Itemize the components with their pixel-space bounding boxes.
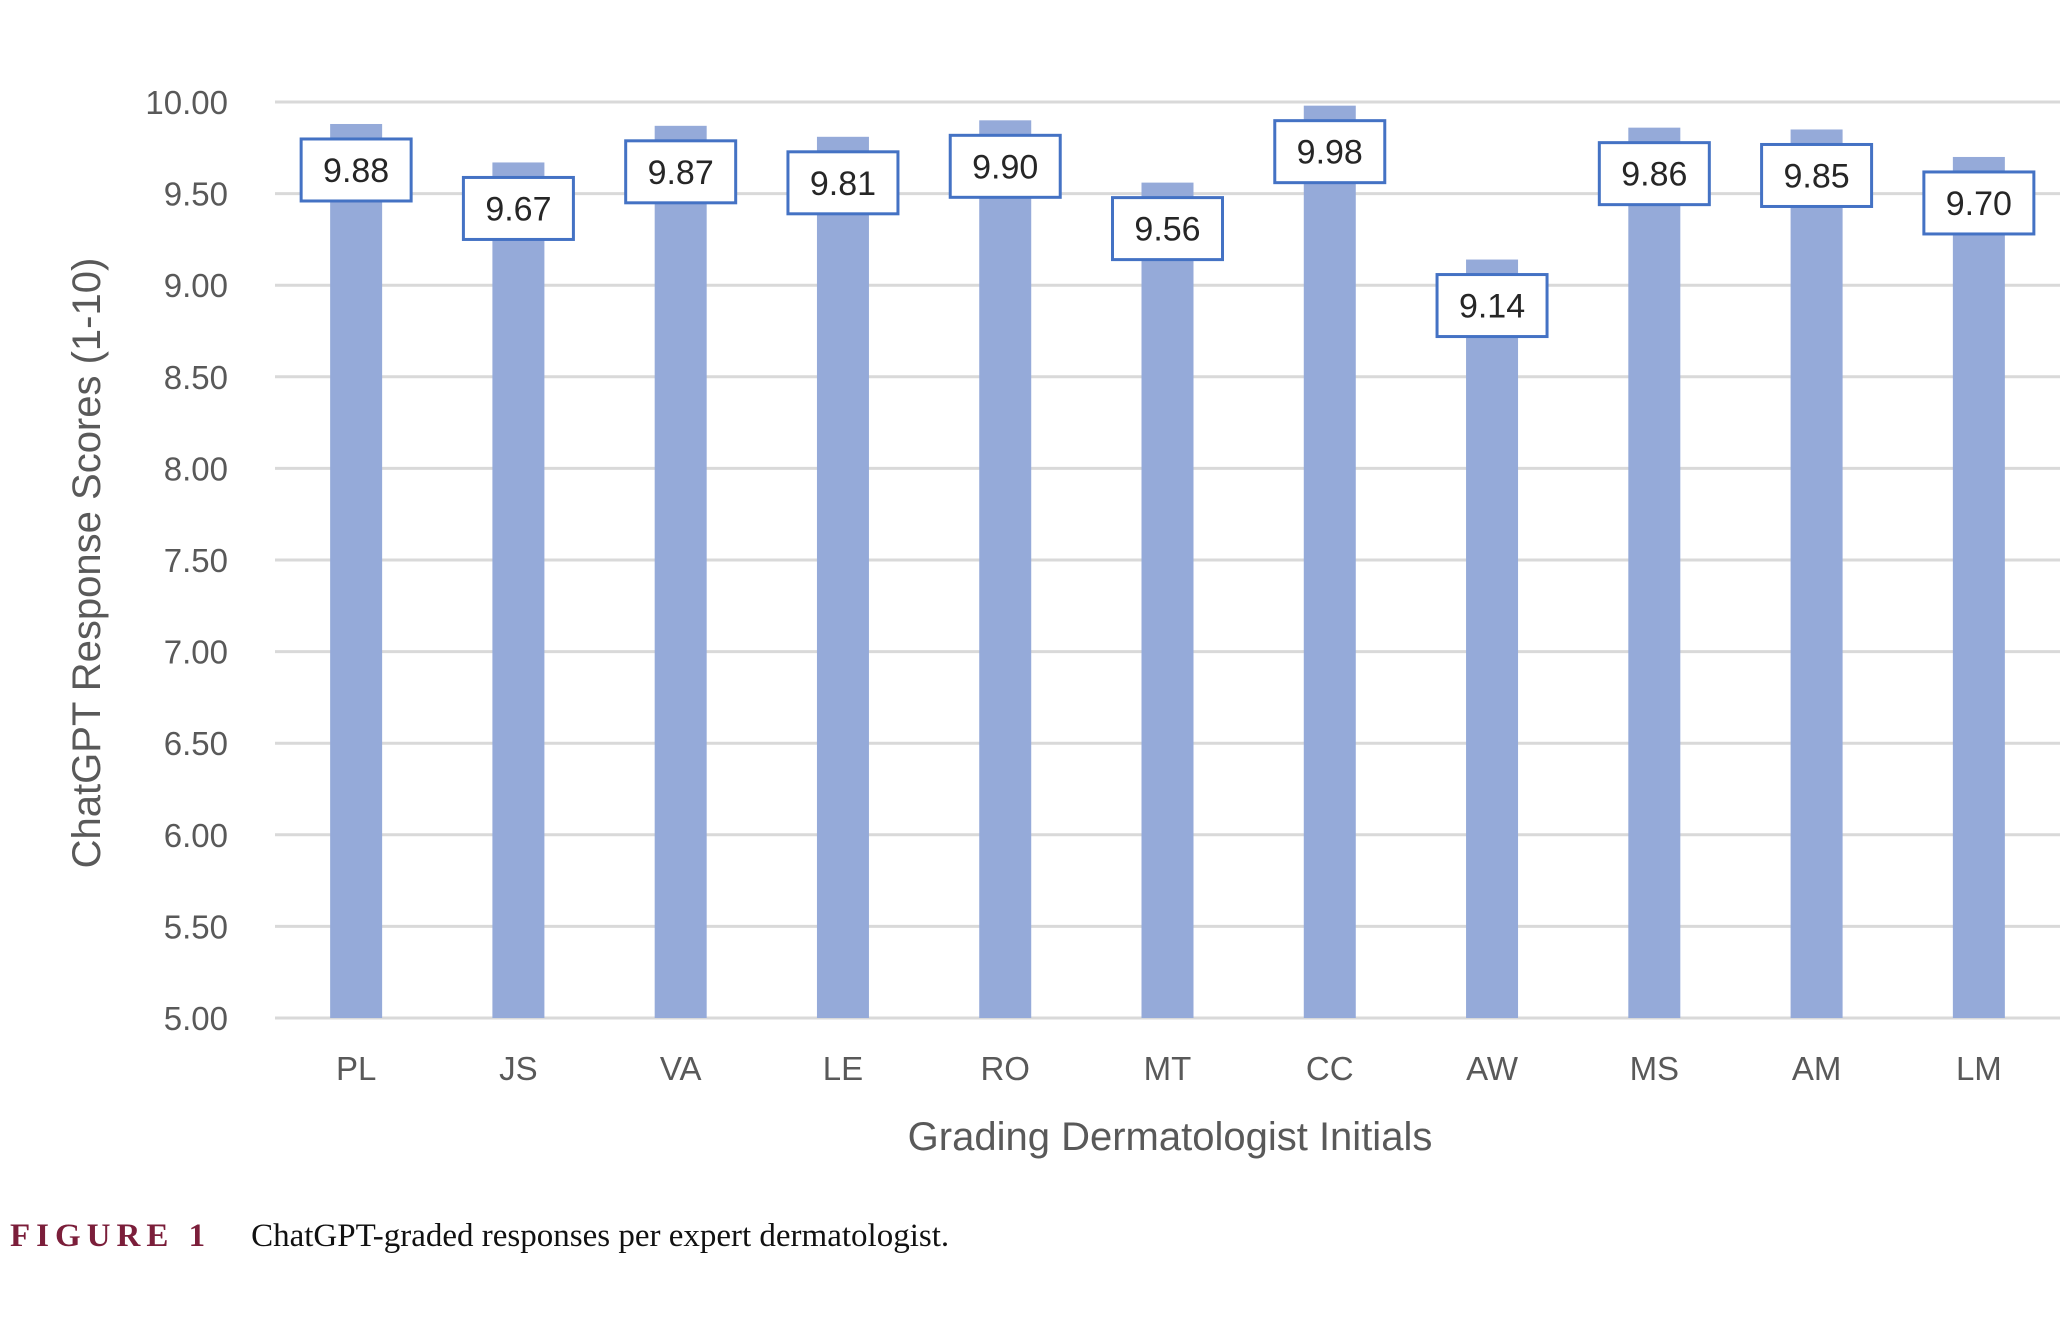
x-axis-ticks: PL JS VA LE RO MT CC AW MS AM LM <box>336 1050 2002 1087</box>
bar-lm <box>1952 156 2005 1018</box>
data-label: 9.67 <box>485 190 551 228</box>
x-tick-label: RO <box>980 1050 1030 1087</box>
data-label-box <box>624 139 738 205</box>
data-label: 9.85 <box>1783 157 1849 195</box>
x-tick-label: CC <box>1306 1050 1354 1087</box>
x-tick-label: MT <box>1144 1050 1192 1087</box>
y-tick-label: 5.00 <box>164 1000 228 1037</box>
data-label: 9.98 <box>1297 134 1363 172</box>
bar-ro <box>979 120 1032 1018</box>
data-label-box <box>1273 119 1387 185</box>
bar-le <box>816 136 869 1019</box>
x-tick-label: LE <box>823 1050 863 1087</box>
x-tick-label: JS <box>499 1050 538 1087</box>
data-label: 9.70 <box>1946 185 2012 223</box>
data-label-box <box>299 137 413 203</box>
x-tick-label: AM <box>1792 1050 1842 1087</box>
bar-mt <box>1141 182 1194 1018</box>
bars <box>330 105 2005 1019</box>
y-tick-label: 8.00 <box>164 450 228 487</box>
y-tick-label: 6.50 <box>164 725 228 762</box>
data-label-box <box>786 150 900 216</box>
y-tick-label: 7.00 <box>164 634 228 671</box>
bar-va <box>654 125 707 1019</box>
data-label-box <box>1760 142 1874 208</box>
y-tick-label: 7.50 <box>164 542 228 579</box>
bar-ms <box>1628 127 1681 1018</box>
data-label-box <box>948 133 1062 199</box>
data-label: 9.81 <box>810 165 876 203</box>
y-tick-label: 5.50 <box>164 908 228 945</box>
bar-pl <box>330 123 383 1018</box>
data-label: 9.87 <box>648 154 714 192</box>
data-label: 9.56 <box>1134 211 1200 249</box>
data-label: 9.86 <box>1621 156 1687 194</box>
y-tick-label: 10.00 <box>145 84 228 121</box>
x-tick-label: PL <box>336 1050 376 1087</box>
bar-chart: 5.00 5.50 6.00 6.50 7.00 7.50 8.00 8.50 9.00 9.50… <box>65 84 2060 1159</box>
data-label: 9.90 <box>972 148 1038 186</box>
bar-cc <box>1303 105 1356 1018</box>
bar-js <box>492 162 545 1018</box>
data-label-box <box>1111 196 1224 262</box>
x-tick-label: VA <box>660 1050 702 1087</box>
x-tick-label: MS <box>1630 1050 1680 1087</box>
data-label-box <box>1922 170 2036 236</box>
x-tick-label: AW <box>1466 1050 1519 1087</box>
data-label-box <box>461 175 575 241</box>
data-label: 9.14 <box>1459 288 1525 326</box>
bar-am <box>1790 129 1843 1019</box>
y-axis-title: ChatGPT Response Scores (1-10) <box>65 258 109 869</box>
y-tick-label: 6.00 <box>164 817 228 854</box>
x-axis-title: Grading Dermatologist Initials <box>908 1115 1433 1159</box>
caption-text: ChatGPT-graded responses per expert derm… <box>251 1218 950 1254</box>
y-tick-label: 9.00 <box>164 267 228 304</box>
data-label: 9.88 <box>323 152 389 190</box>
figure-tag: FIGURE 1 <box>10 1218 212 1254</box>
y-tick-label: 9.50 <box>164 176 228 213</box>
y-tick-label: 8.50 <box>164 359 228 396</box>
y-axis-ticks: 5.00 5.50 6.00 6.50 7.00 7.50 8.00 8.50 9.00 9.50… <box>145 84 228 1037</box>
data-label-box <box>1435 273 1549 339</box>
data-label-box <box>1597 141 1711 207</box>
bar-aw <box>1466 259 1519 1018</box>
data-labels: 9.88 9.67 9.87 9.81 9.90 9.56 9.98 9.14 9.86 9.85… <box>299 119 2036 339</box>
x-tick-label: LM <box>1956 1050 2002 1087</box>
figure-caption: FIGURE 1 ChatGPT-graded responses per exp… <box>10 1218 949 1255</box>
